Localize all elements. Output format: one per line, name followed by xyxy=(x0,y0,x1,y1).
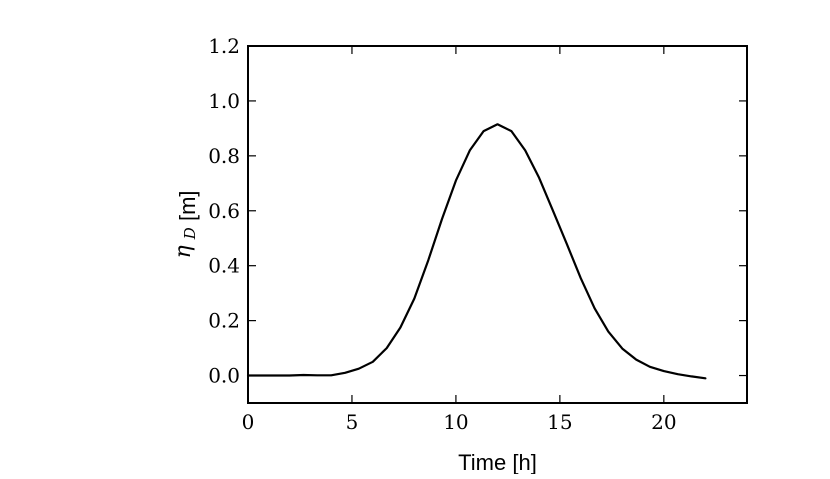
y-tick-label: 0.2 xyxy=(208,309,240,333)
y-tick-label: 0.6 xyxy=(208,199,240,223)
x-tick-label: 10 xyxy=(443,410,468,434)
y-tick-label: 0.4 xyxy=(208,254,240,278)
y-axis-label-unit-text: [m] xyxy=(175,190,200,221)
x-axis-label: Time [h] xyxy=(458,450,537,474)
y-tick-label: 1.0 xyxy=(208,89,240,113)
x-tick-label: 5 xyxy=(346,410,359,434)
y-axis-label: η D [m] xyxy=(170,190,200,258)
x-tick-label: 15 xyxy=(547,410,572,434)
ticks-layer: 0 5 10 15 20 0.0 0.2 0.4 0.6 0.8 1.0 1.2 xyxy=(208,34,747,434)
plot-frame xyxy=(247,45,748,404)
y-tick-label: 0.0 xyxy=(208,364,240,388)
y-axis-label-subscript: D xyxy=(181,227,199,240)
y-tick-label: 0.8 xyxy=(208,144,240,168)
x-tick-label: 0 xyxy=(242,410,255,434)
y-tick-label: 1.2 xyxy=(208,34,240,58)
x-tick-label: 20 xyxy=(651,410,676,434)
series-layer xyxy=(246,123,707,380)
y-axis-label-symbol: η xyxy=(171,245,196,258)
series-line xyxy=(246,123,707,380)
